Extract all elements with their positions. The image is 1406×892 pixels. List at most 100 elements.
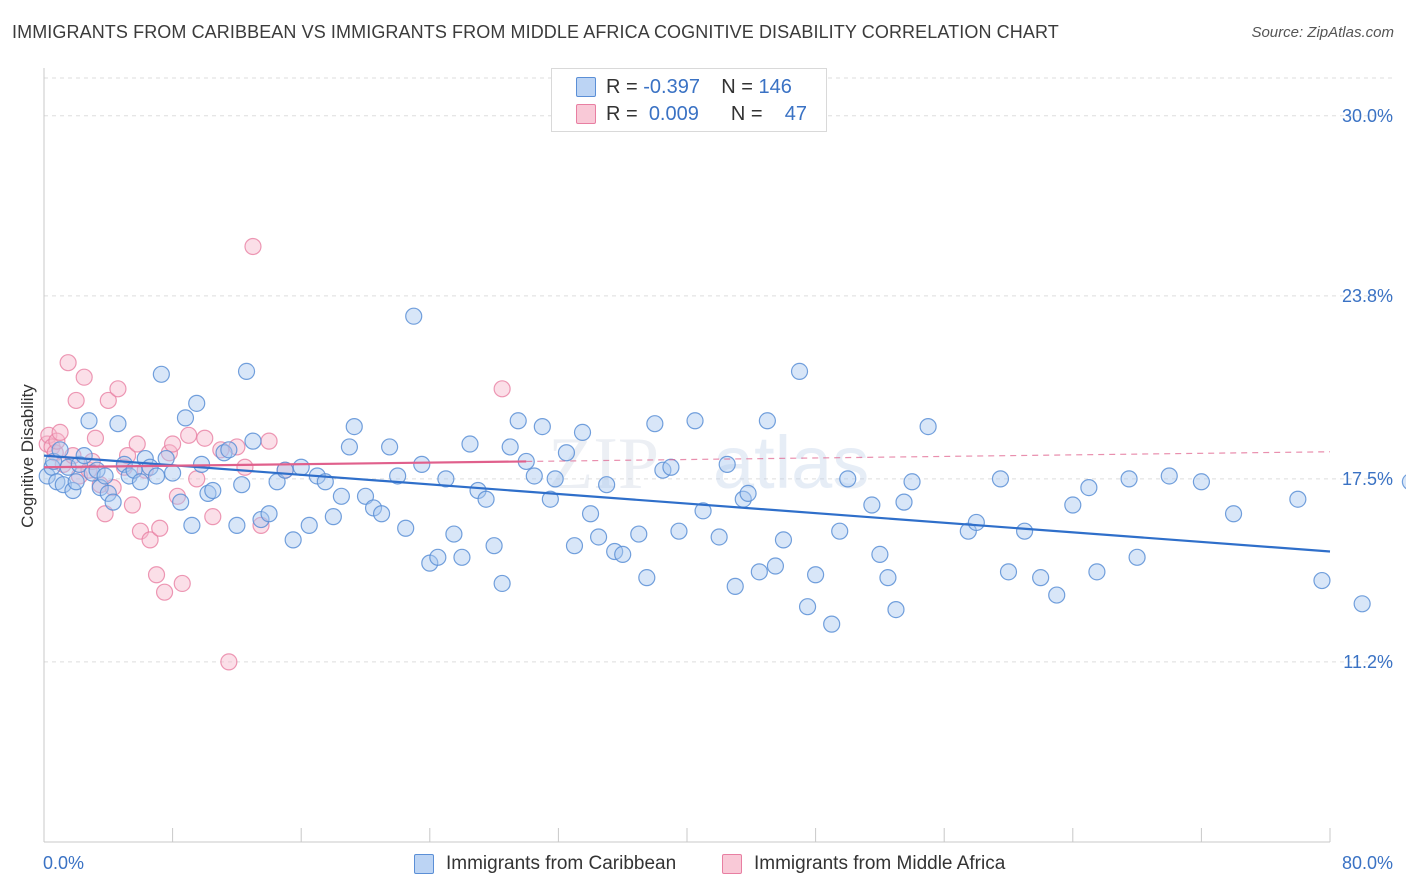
caribbean-point xyxy=(598,476,616,494)
middle-africa-point xyxy=(204,508,222,526)
caribbean-point xyxy=(345,417,363,436)
watermark-zip: ZIP xyxy=(548,423,659,505)
middle-africa-point xyxy=(131,522,150,540)
caribbean-point xyxy=(739,484,757,503)
caribbean-point xyxy=(509,412,527,430)
caribbean-point xyxy=(1048,586,1066,604)
caribbean-point xyxy=(546,470,564,488)
caribbean-point xyxy=(1160,467,1178,485)
middle-africa-trend-extension xyxy=(526,451,1331,463)
caribbean-point xyxy=(1353,595,1371,613)
caribbean-point xyxy=(670,522,688,540)
caribbean-trend-line xyxy=(43,454,1331,553)
caribbean-point xyxy=(215,444,233,462)
caribbean-point xyxy=(991,470,1010,488)
caribbean-point xyxy=(1224,505,1243,523)
middle-africa-point xyxy=(59,354,77,372)
middle-africa-point xyxy=(252,516,270,534)
caribbean-point xyxy=(806,566,825,584)
middle-africa-point xyxy=(48,432,66,450)
caribbean-point xyxy=(485,537,503,555)
caribbean-point xyxy=(445,525,463,543)
caribbean-point xyxy=(557,444,576,462)
caribbean-point xyxy=(147,467,166,485)
axes xyxy=(43,68,1331,843)
caribbean-point xyxy=(292,458,310,476)
caribbean-point xyxy=(332,487,350,505)
legend-n-label: N = xyxy=(721,75,753,98)
caribbean-point xyxy=(131,473,150,491)
middle-africa-point xyxy=(147,566,166,584)
middle-africa-point xyxy=(96,505,114,523)
bottom-legend-label: Immigrants from Caribbean xyxy=(446,853,677,874)
caribbean-point xyxy=(96,467,114,485)
legend-row-caribbean: R = -0.397 N = 146 xyxy=(576,75,792,99)
caribbean-point xyxy=(324,508,342,526)
caribbean-point xyxy=(662,458,680,476)
caribbean-point xyxy=(533,417,551,436)
middle-africa-point xyxy=(118,447,137,465)
middle-africa-point xyxy=(164,435,182,453)
caribbean-point xyxy=(710,528,728,546)
caribbean-point xyxy=(589,528,608,546)
caribbean-point xyxy=(340,438,359,456)
caribbean-point xyxy=(453,548,471,566)
middle-africa-point xyxy=(196,429,214,447)
legend-row-middle-africa: R = 0.009 N = 47 xyxy=(576,102,807,126)
caribbean-point xyxy=(199,484,217,503)
middle-africa-point xyxy=(67,391,85,410)
caribbean-point xyxy=(871,545,889,564)
caribbean-point xyxy=(381,438,399,456)
middle-africa-point xyxy=(128,435,146,453)
caribbean-point xyxy=(152,365,170,383)
caribbean-point xyxy=(766,557,785,575)
middle-africa-point xyxy=(109,380,127,398)
middle-africa-point xyxy=(51,423,69,442)
caribbean-point xyxy=(389,467,407,485)
caribbean-point xyxy=(405,307,423,325)
caribbean-point xyxy=(413,455,431,473)
middle-africa-point xyxy=(141,531,159,549)
caribbean-point xyxy=(75,447,93,465)
caribbean-point xyxy=(80,412,98,430)
caribbean-point xyxy=(220,441,238,459)
caribbean-point xyxy=(372,505,391,523)
caribbean-point xyxy=(614,545,632,564)
middle-africa-point xyxy=(188,470,206,488)
source-label: Source: ZipAtlas.com xyxy=(1251,24,1394,41)
middle-africa-point xyxy=(99,391,117,410)
x-tick-min: 0.0% xyxy=(43,853,84,873)
legend-r-value: 0.009 xyxy=(648,102,699,125)
caribbean-point xyxy=(823,615,841,633)
caribbean-point xyxy=(798,598,817,616)
y-tick-label: 17.5% xyxy=(1342,469,1393,489)
legend-n-value: 146 xyxy=(758,75,792,98)
middle-africa-point xyxy=(123,496,142,514)
y-tick-label: 23.8% xyxy=(1342,286,1393,306)
watermark: ZIP atlas xyxy=(548,421,869,505)
caribbean-point xyxy=(260,505,278,523)
middle-africa-point xyxy=(173,574,191,593)
caribbean-point xyxy=(437,470,455,488)
watermark-atlas: atlas xyxy=(713,421,869,504)
caribbean-point xyxy=(863,496,881,514)
caribbean-point xyxy=(831,522,849,540)
caribbean-point xyxy=(750,563,768,581)
middle-africa-point xyxy=(260,432,278,450)
caribbean-point xyxy=(541,490,559,508)
caribbean-point xyxy=(54,476,72,494)
caribbean-point xyxy=(67,473,85,491)
legend-swatch-pink xyxy=(576,104,596,124)
middle-africa-point xyxy=(244,237,262,256)
caribbean-point xyxy=(565,537,584,555)
caribbean-point xyxy=(726,577,744,595)
caribbean-point xyxy=(172,493,190,511)
bottom-legend-caribbean: Immigrants from Caribbean xyxy=(414,851,676,877)
caribbean-point xyxy=(183,516,201,534)
caribbean-point xyxy=(1120,470,1138,488)
caribbean-point xyxy=(967,513,985,532)
caribbean-point xyxy=(630,525,648,543)
bottom-legend-swatch-blue xyxy=(414,854,434,874)
caribbean-point xyxy=(1128,548,1146,566)
bottom-legend-label: Immigrants from Middle Africa xyxy=(754,853,1006,874)
